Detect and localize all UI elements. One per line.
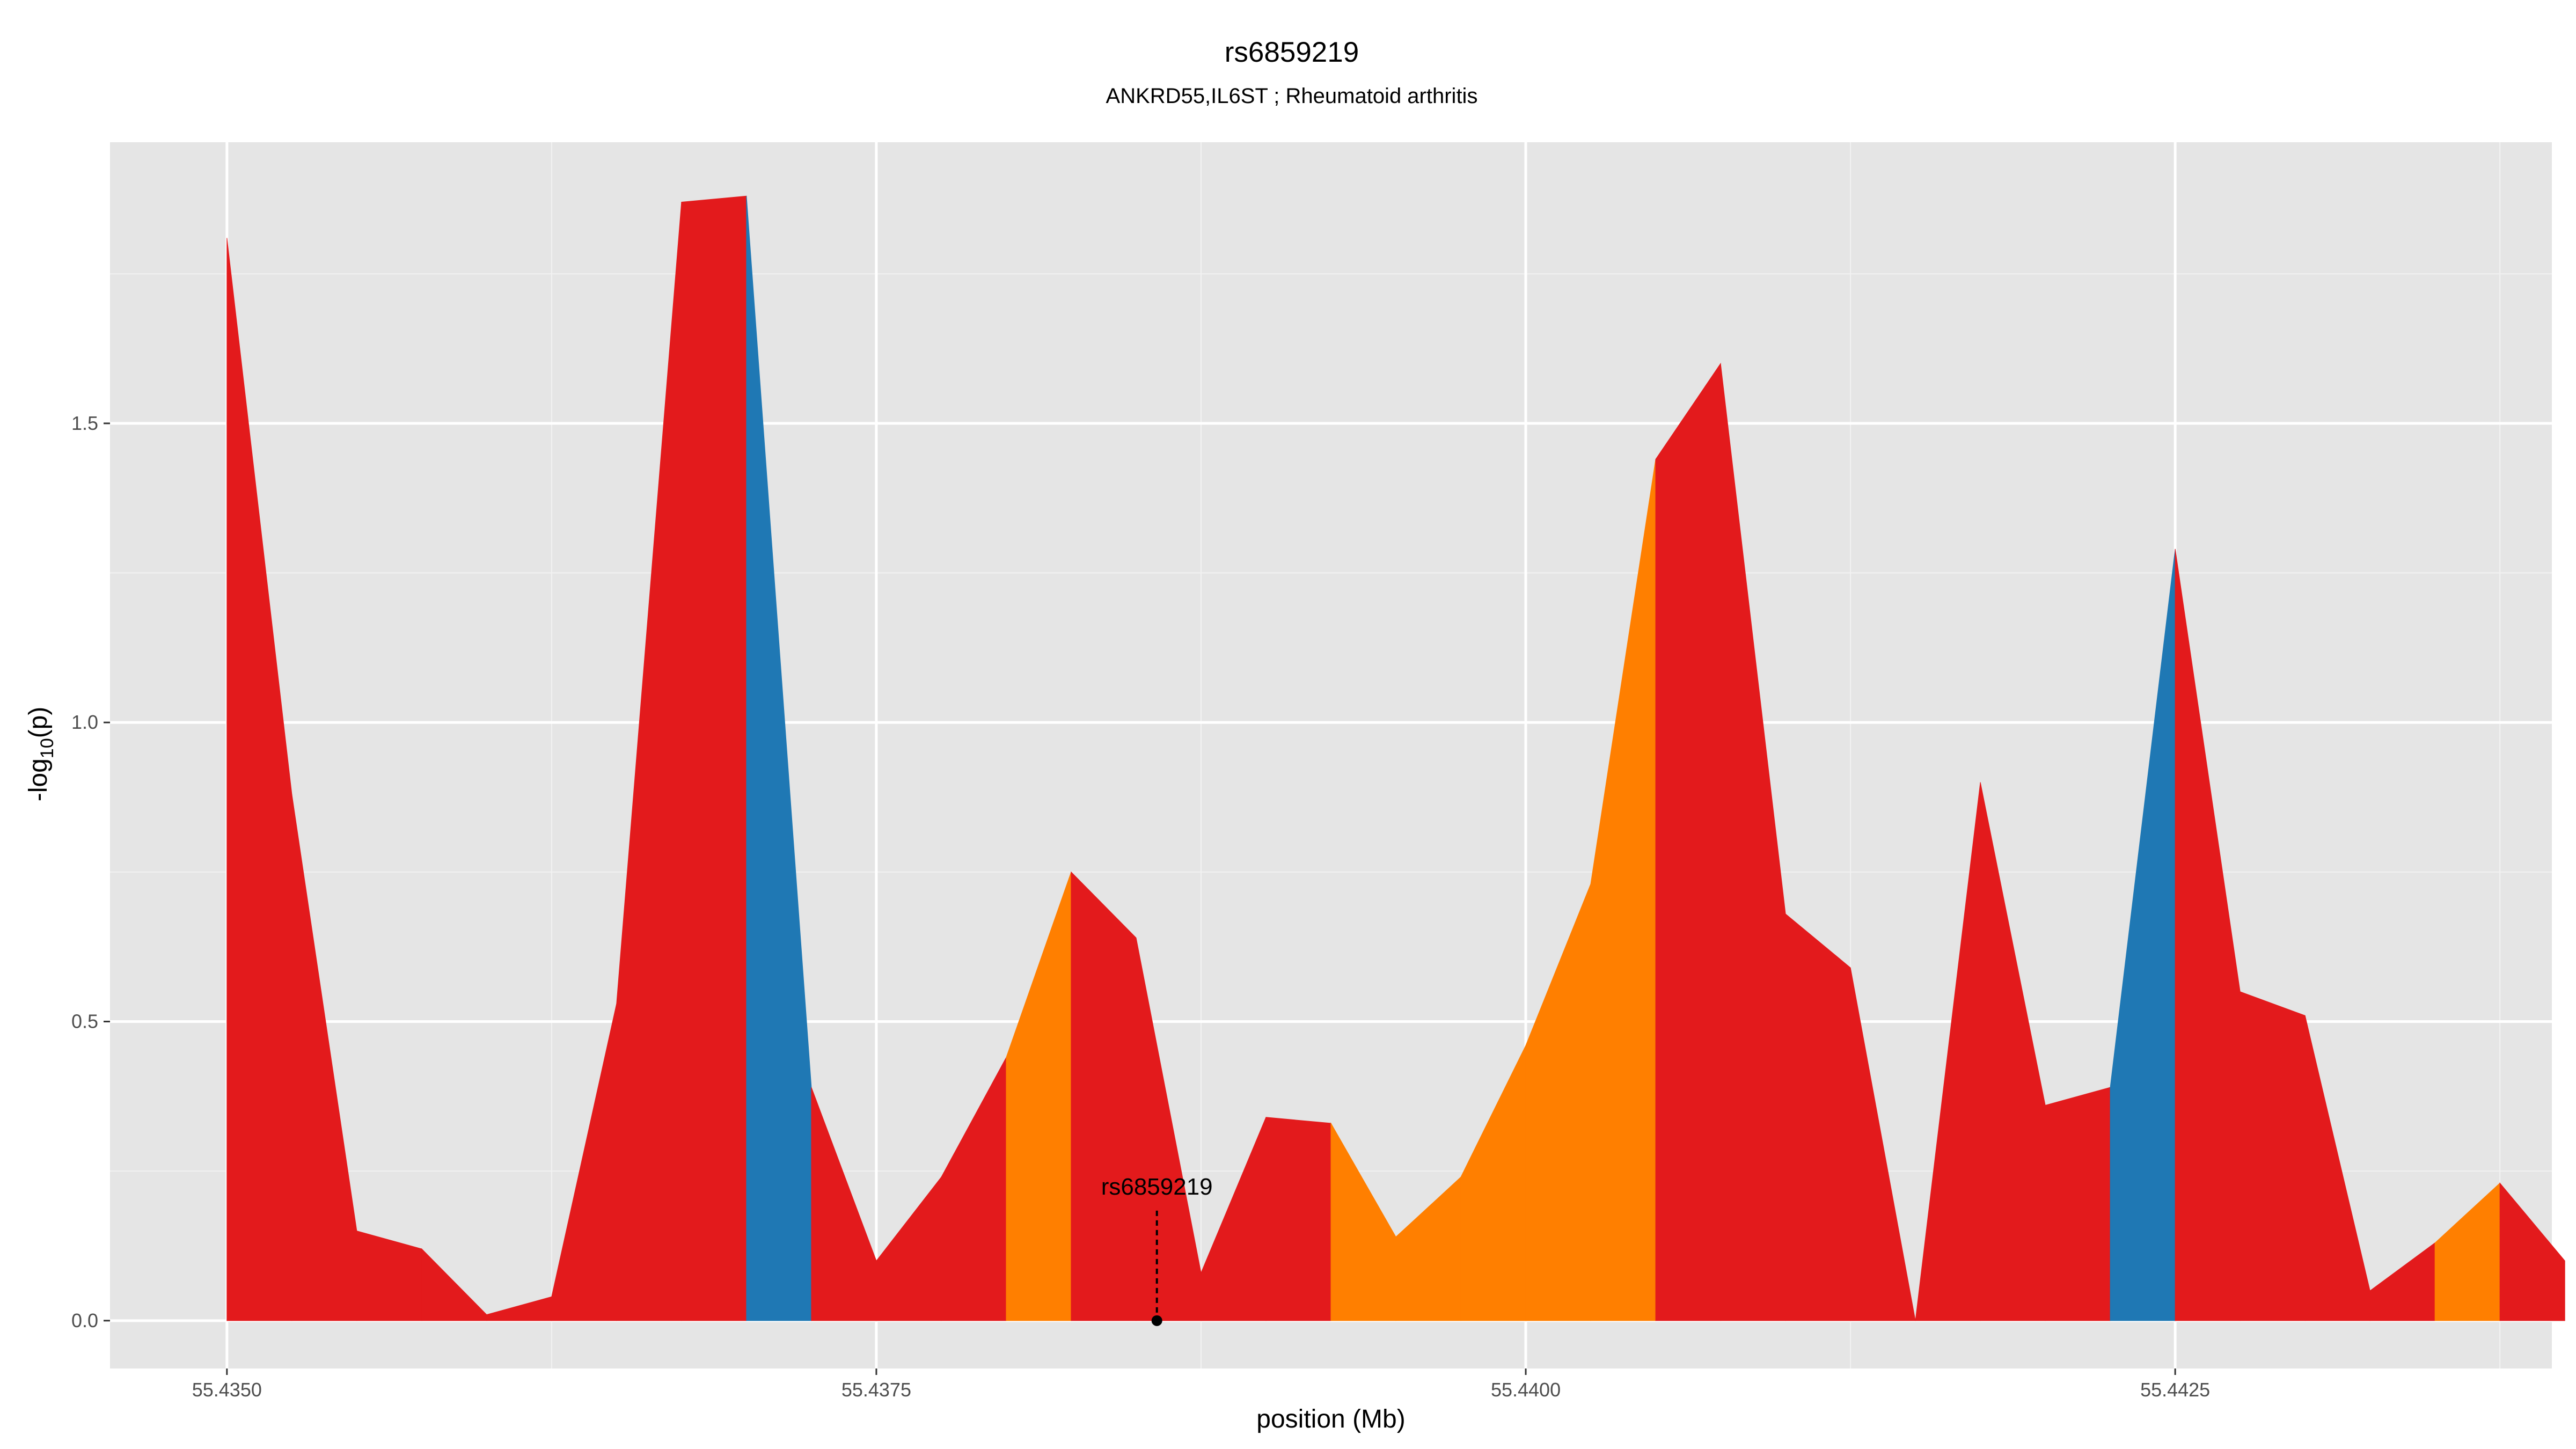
area-segments bbox=[226, 195, 2565, 1321]
area-segment-red bbox=[1655, 362, 1721, 1321]
area-segment-red bbox=[1850, 968, 1916, 1321]
x-tick-label: 55.4375 bbox=[841, 1379, 911, 1401]
x-axis-title: position (Mb) bbox=[1256, 1405, 1405, 1433]
x-tick-label: 55.4425 bbox=[2140, 1379, 2210, 1401]
area-segment-red bbox=[2499, 1182, 2565, 1321]
x-tick-label: 55.4400 bbox=[1491, 1379, 1561, 1401]
area-segment-red bbox=[681, 195, 747, 1321]
area-segment-red bbox=[1071, 871, 1137, 1321]
y-tick-label: 1.0 bbox=[71, 711, 98, 733]
area-segment-red bbox=[1785, 913, 1851, 1321]
snp-marker: rs6859219 bbox=[1101, 1174, 1213, 1326]
y-tick-label: 0.5 bbox=[71, 1011, 98, 1033]
area-segment-red bbox=[2240, 991, 2306, 1321]
chart-subtitle: ANKRD55,IL6ST ; Rheumatoid arthritis bbox=[1106, 84, 1478, 108]
y-axis-title: -log10(p) bbox=[24, 707, 57, 802]
y-tick-label: 1.5 bbox=[71, 412, 98, 434]
y-axis-title-subscript: 10 bbox=[37, 738, 57, 758]
area-segment-red bbox=[2045, 1087, 2111, 1321]
x-tick-label: 55.4350 bbox=[192, 1379, 262, 1401]
y-axis-title-main: -log bbox=[24, 758, 53, 801]
y-axis-ticks: 0.0 0.5 1.0 1.5 bbox=[71, 412, 110, 1331]
y-tick-label: 0.0 bbox=[71, 1309, 98, 1331]
y-axis-title-tail: (p) bbox=[24, 707, 53, 738]
area-segment-red bbox=[1265, 1117, 1331, 1321]
snp-label: rs6859219 bbox=[1101, 1174, 1213, 1200]
chart-title: rs6859219 bbox=[1225, 36, 1359, 68]
snp-marker-point bbox=[1151, 1315, 1162, 1326]
x-axis-ticks: 55.4350 55.4375 55.4400 55.4425 bbox=[192, 1368, 2210, 1401]
